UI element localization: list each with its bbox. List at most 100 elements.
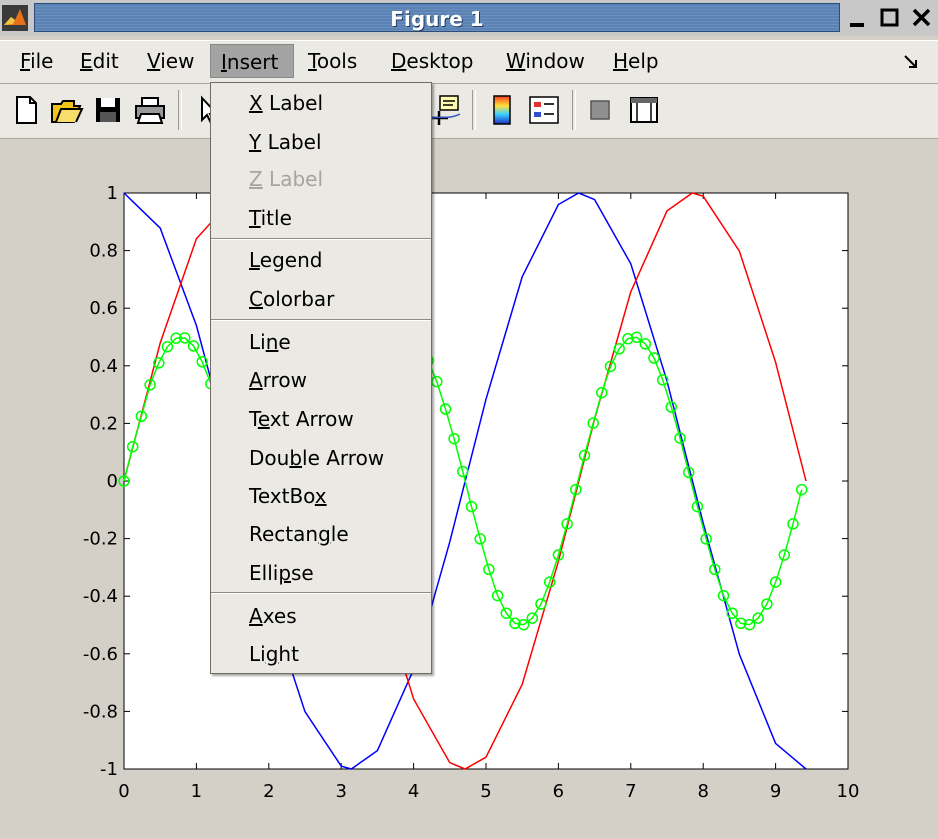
menu-desktop[interactable]: Desktop (391, 49, 474, 73)
data-point-marker (448, 432, 460, 445)
print-icon[interactable] (132, 92, 168, 128)
data-point-marker (769, 576, 782, 588)
data-point-marker (118, 475, 130, 487)
show-plot-tools-icon[interactable] (626, 92, 662, 128)
data-point-marker (561, 518, 573, 530)
data-point-marker (604, 360, 617, 373)
data-point-marker (179, 332, 191, 344)
menu-item-y-label[interactable]: Y Label (249, 130, 322, 154)
data-point-marker (543, 576, 556, 588)
menu-item-text-arrow[interactable]: Text Arrow (249, 407, 354, 431)
save-icon[interactable] (90, 92, 126, 128)
data-point-marker (674, 432, 686, 444)
data-point-marker (526, 612, 539, 624)
data-point-marker (613, 343, 625, 355)
data-point-marker (700, 533, 712, 545)
menu-item-title[interactable]: Title (249, 206, 292, 230)
toolbar-separator (178, 90, 182, 130)
menu-item-line[interactable]: Line (249, 330, 291, 354)
toolbar-separator (472, 90, 476, 130)
data-point-marker (656, 374, 669, 386)
data-point-marker (665, 401, 678, 413)
data-point-marker (630, 331, 643, 344)
data-point-marker (578, 449, 591, 462)
menu-edit[interactable]: Edit (80, 49, 119, 73)
data-point-marker (682, 466, 695, 479)
colorbar-icon[interactable] (484, 92, 520, 128)
data-point-marker (517, 618, 530, 631)
data-point-marker (144, 379, 156, 391)
dock-arrow-icon[interactable] (902, 53, 920, 71)
figure-toolbar (0, 84, 938, 139)
y-tick-label: 0 (107, 471, 118, 492)
menu-item-colorbar[interactable]: Colorbar (249, 287, 335, 311)
menu-bar: File Edit View Insert Tools Desktop Wind… (0, 40, 938, 84)
close-icon[interactable] (910, 6, 934, 30)
menu-item-textbox[interactable]: TextBox (249, 484, 327, 508)
data-point-marker (717, 589, 730, 602)
menu-item-legend[interactable]: Legend (249, 248, 323, 272)
data-point-marker (161, 341, 174, 353)
data-point-marker (709, 563, 721, 576)
matlab-logo-icon[interactable] (2, 5, 28, 31)
x-tick-label: 9 (770, 781, 781, 802)
data-point-marker (787, 518, 799, 530)
data-point-marker (639, 338, 652, 350)
menu-separator (211, 592, 431, 594)
y-tick-label: -0.2 (83, 529, 118, 550)
y-tick-label: 0.2 (89, 413, 118, 434)
menu-item-light[interactable]: Light (249, 642, 299, 666)
open-folder-icon[interactable] (48, 92, 84, 128)
menu-item-ellipse[interactable]: Ellipse (249, 561, 314, 585)
x-tick-label: 3 (335, 781, 346, 802)
maximize-icon[interactable] (878, 6, 902, 30)
data-point-marker (457, 465, 469, 478)
menu-window[interactable]: Window (506, 49, 585, 73)
toolbar-separator (572, 90, 576, 130)
data-point-marker (474, 533, 486, 545)
menu-item-arrow[interactable]: Arrow (249, 368, 307, 392)
y-tick-label: 0.6 (89, 298, 118, 319)
data-point-marker (622, 332, 634, 345)
hide-plot-tools-icon[interactable] (582, 92, 618, 128)
minimize-icon[interactable] (846, 6, 870, 30)
menu-item-x-label[interactable]: X Label (249, 91, 324, 115)
x-tick-label: 2 (263, 781, 274, 802)
insert-menu-dropdown: X Label Y Label Z Label Title Legend Col… (210, 82, 432, 674)
y-tick-label: 0.4 (89, 356, 118, 377)
data-point-marker (483, 563, 495, 576)
x-tick-label: 10 (837, 781, 860, 802)
legend-icon[interactable] (526, 92, 562, 128)
y-tick-label: 1 (107, 183, 118, 204)
menu-separator (211, 238, 431, 240)
title-strip: Figure 1 (34, 3, 840, 32)
line-chart[interactable]: 0 1 2 3 4 5 6 7 8 9 10 1 0.8 0.6 0.4 0.2 0 -0.2 -0.4 -0.6 -0… (0, 139, 938, 839)
window-titlebar[interactable]: Figure 1 (0, 0, 938, 36)
data-point-marker (500, 607, 513, 619)
menu-file[interactable]: File (20, 49, 54, 73)
data-point-marker (170, 332, 182, 344)
data-point-marker (153, 357, 165, 369)
menu-help[interactable]: Help (613, 49, 659, 73)
data-point-marker (795, 483, 808, 496)
data-point-marker (465, 500, 478, 513)
y-tick-label: 0.8 (89, 241, 118, 262)
data-point-marker (648, 352, 660, 364)
menu-insert[interactable]: Insert (210, 44, 294, 78)
x-tick-label: 8 (697, 781, 708, 802)
data-point-marker (596, 386, 608, 399)
data-point-marker (778, 549, 791, 561)
data-point-marker (196, 356, 208, 368)
menu-separator (211, 319, 431, 321)
menu-item-rectangle[interactable]: Rectangle (249, 522, 349, 546)
data-point-marker (491, 589, 504, 602)
figure-canvas[interactable]: 0 1 2 3 4 5 6 7 8 9 10 1 0.8 0.6 0.4 0.2 0 -0.2 -0.4 -0.6 -0… (0, 139, 938, 839)
menu-tools[interactable]: Tools (308, 49, 358, 73)
menu-item-double-arrow[interactable]: Double Arrow (249, 446, 385, 470)
data-point-marker (752, 612, 764, 624)
data-point-marker (535, 598, 547, 610)
data-point-marker (439, 403, 452, 415)
menu-item-axes[interactable]: Axes (249, 604, 297, 628)
menu-view[interactable]: View (147, 49, 195, 73)
new-file-icon[interactable] (8, 92, 44, 128)
